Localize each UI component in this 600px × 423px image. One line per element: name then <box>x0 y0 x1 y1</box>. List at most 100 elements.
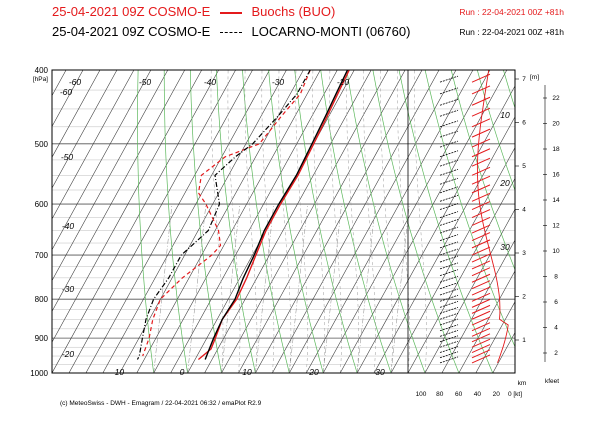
wind-barb-black <box>439 329 459 337</box>
wind-barb-red <box>471 333 491 343</box>
wind-barb-black <box>439 109 459 117</box>
height-kfeet-tick: 20 <box>552 121 560 128</box>
wind-barb-black <box>439 194 459 202</box>
y-axis-label: [hPa] <box>33 76 48 83</box>
dry-adiabat <box>530 70 600 373</box>
height-kfeet-tick: 14 <box>552 197 560 204</box>
wind-barb-black <box>439 241 459 249</box>
wind-barb-red <box>471 232 491 242</box>
series-layer <box>136 70 350 361</box>
isotherm <box>102 70 270 373</box>
height-kfeet-label: kfeet <box>545 378 559 385</box>
wind-barb-black <box>439 346 459 353</box>
moist-adiabat <box>414 70 427 373</box>
dry-adiabat <box>163 70 188 373</box>
wind-barb-red <box>471 138 491 148</box>
footer-credit: (c) MeteoSwiss - DWH - Emagram / 22-04-2… <box>60 400 262 407</box>
isotherm <box>52 70 219 373</box>
isotherm <box>0 70 15 373</box>
height-m-tick: 4 <box>522 207 526 214</box>
height-kfeet-tick: 6 <box>554 299 558 306</box>
title-buochs-date: 25-04-2021 09Z COSMO-E <box>52 4 211 19</box>
isotherm <box>356 85 515 373</box>
mixing-ratio-line <box>289 204 308 373</box>
height-m-tick: 3 <box>522 250 526 257</box>
mixing-ratio-line <box>187 204 207 373</box>
dry-adiabat <box>372 70 460 373</box>
isotherm-label-left: -20 <box>62 349 75 359</box>
wind-barb-red <box>471 166 491 176</box>
pressure-tick-label: 900 <box>35 334 49 343</box>
moist-adiabat <box>261 70 275 373</box>
height-kfeet-tick: 22 <box>552 95 560 102</box>
wind-barb-black <box>439 120 459 128</box>
isotherm <box>52 70 67 97</box>
wind-barb-black <box>439 87 459 95</box>
isotherm <box>52 70 118 189</box>
wind-barb-red <box>471 354 491 364</box>
wind-barb-black <box>439 335 459 343</box>
dry-adiabat <box>216 70 256 373</box>
isotherm-label: -30 <box>272 77 285 87</box>
wind-barb-red <box>471 338 491 348</box>
moist-adiabat <box>380 70 393 373</box>
moist-adiabat <box>397 70 410 373</box>
moist-adiabat <box>346 70 359 373</box>
wind-barb-red <box>471 216 491 226</box>
wind-scale-tick: 60 <box>455 391 463 398</box>
wind-barb-red <box>471 273 491 283</box>
series-temperature-2 <box>204 70 349 360</box>
height-kfeet-tick: 12 <box>552 223 560 230</box>
isotherm-label-left: -40 <box>62 221 75 231</box>
isotherm-label: 30 <box>375 367 385 377</box>
wind-scale-tick: 20 <box>493 391 501 398</box>
wind-barb-black <box>439 98 459 106</box>
dry-adiabat <box>582 70 600 373</box>
wind-barb-black <box>439 168 459 176</box>
wind-barb-red <box>471 157 491 167</box>
height-m-tick: 7 <box>522 76 526 83</box>
pressure-tick-label: 800 <box>35 295 49 304</box>
isotherm <box>0 70 49 373</box>
isotherm <box>0 70 32 373</box>
dry-adiabat <box>320 70 392 373</box>
dry-adiabat <box>556 70 600 373</box>
isotherm <box>221 70 389 373</box>
isotherm <box>306 70 474 373</box>
wind-barb-black <box>439 226 459 234</box>
wind-barb-black <box>439 282 459 290</box>
moist-adiabat <box>278 70 292 373</box>
mixing-ratio-line <box>153 204 173 373</box>
legend-line-red-icon <box>219 11 242 14</box>
wind-barb-black <box>439 140 459 148</box>
wind-barb-red <box>471 344 491 353</box>
isotherm <box>255 70 423 373</box>
isotherm <box>475 301 515 373</box>
series-dewpoint-3 <box>136 70 311 360</box>
wind-barb-red <box>471 192 491 202</box>
wind-barb-red <box>471 316 491 326</box>
wind-barb-red <box>472 70 474 71</box>
wind-barb-black <box>439 275 459 283</box>
series-dewpoint-1 <box>142 70 311 357</box>
moist-adiabat <box>295 70 309 373</box>
dry-adiabat <box>294 70 358 373</box>
run-buochs: Run : 22-04-2021 00Z +81h <box>459 7 564 17</box>
wind-scale-tick: 40 <box>474 391 482 398</box>
wind-barb-black <box>439 351 459 359</box>
wind-barb-red <box>471 327 491 337</box>
wind-barb-red <box>471 292 491 302</box>
wind-barb-red <box>471 128 491 138</box>
height-m-label: [m] <box>530 74 539 81</box>
wind-speed-curve <box>476 70 509 364</box>
wind-barb-red <box>471 310 491 320</box>
wind-barb-black <box>439 211 459 218</box>
isotherm <box>68 70 236 373</box>
wind-barb-red <box>471 107 491 117</box>
height-m-tick: 2 <box>522 294 526 301</box>
wind-barb-red <box>471 96 491 106</box>
wind-barb-black <box>439 312 459 320</box>
title-buochs: 25-04-2021 09Z COSMO-E Buochs (BUO) <box>52 4 335 19</box>
wind-barb-black <box>439 306 459 314</box>
dry-adiabat <box>503 70 515 110</box>
